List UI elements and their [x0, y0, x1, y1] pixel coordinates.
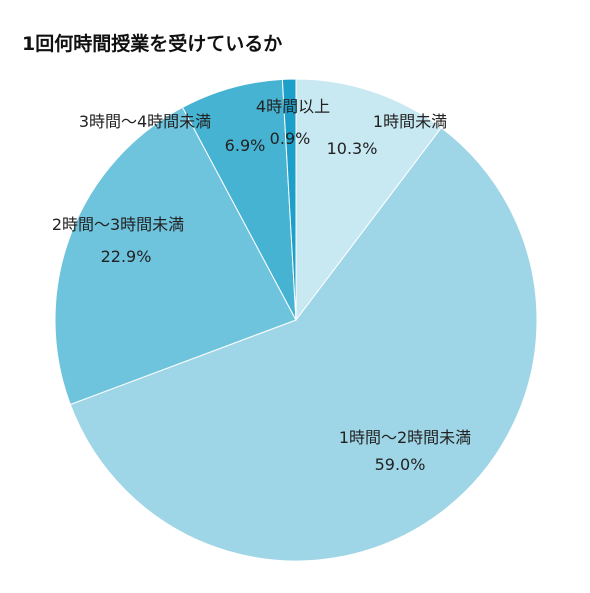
- slice-category-label: 4時間以上: [256, 97, 330, 116]
- pie-slice-2: [69, 127, 538, 562]
- pie-slice-1: [295, 78, 443, 322]
- pie-labels: 1時間未満 10.3% 1時間〜2時間未満 59.0% 2時間〜3時間未満 22.9% 3時…: [52, 97, 471, 474]
- chart-title: 1回何時間授業を受けているか: [22, 33, 283, 55]
- pie-slice-5: [281, 78, 297, 321]
- slice-category-label: 1時間〜2時間未満: [339, 428, 471, 447]
- slice-value-label: 0.9%: [270, 129, 311, 148]
- slice-category-label: 3時間〜4時間未満: [79, 112, 211, 131]
- slice-category-label: 2時間〜3時間未満: [52, 215, 184, 234]
- slice-category-label: 1時間未満: [373, 112, 447, 131]
- pie-slices: [54, 78, 538, 562]
- pie-slice-4: [181, 78, 297, 321]
- slice-value-label: 10.3%: [327, 139, 378, 158]
- slice-value-label: 59.0%: [375, 455, 426, 474]
- pie-slice-3: [54, 106, 297, 406]
- slice-value-label: 22.9%: [101, 247, 152, 266]
- slice-value-label: 6.9%: [225, 136, 266, 155]
